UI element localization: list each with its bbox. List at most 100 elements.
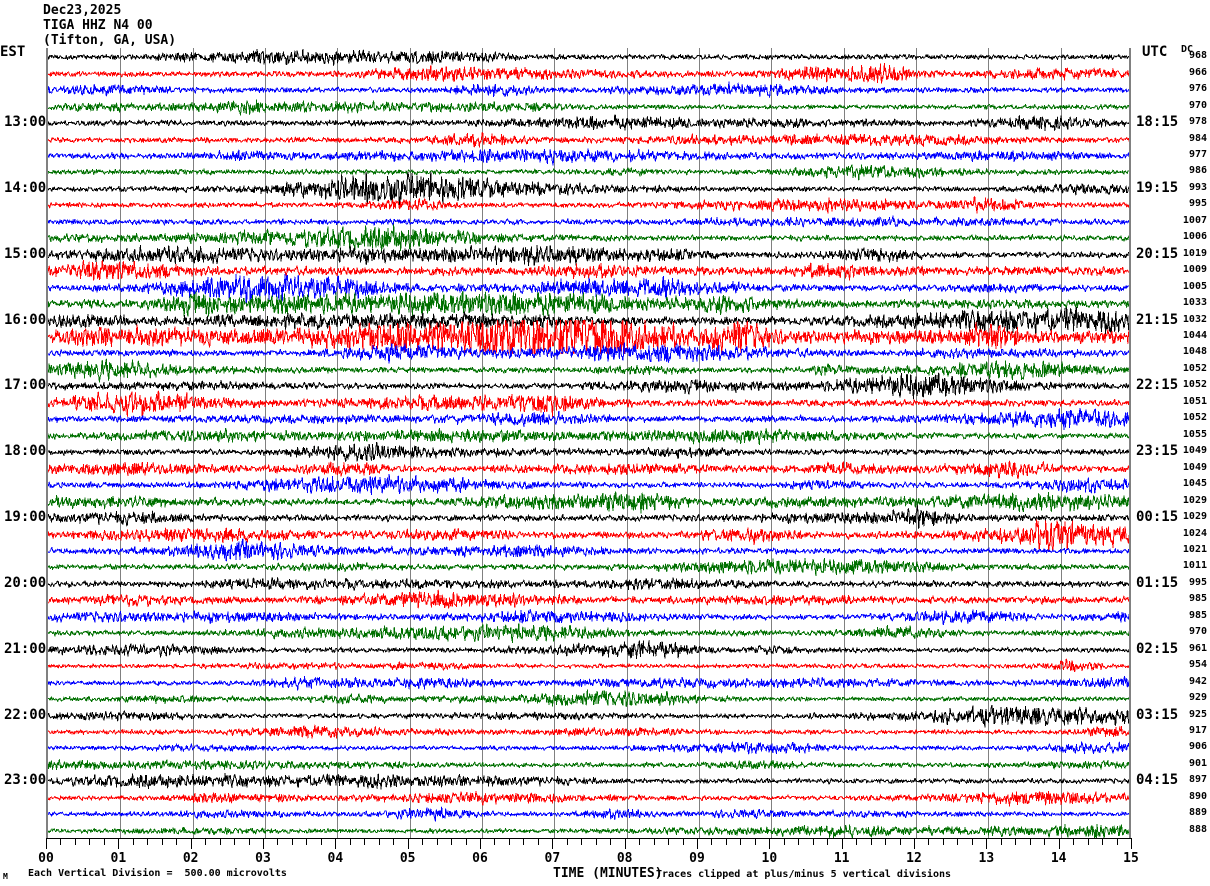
x-minor-tick <box>1015 838 1017 845</box>
dc-value: 1019 <box>1182 247 1207 259</box>
dc-value: 917 <box>1188 725 1207 737</box>
x-minor-tick <box>234 838 236 845</box>
trace-row <box>48 347 1129 393</box>
gridline-minute-5 <box>409 48 411 838</box>
x-tick-label: 14 <box>1050 851 1067 866</box>
gridline-minute-2 <box>192 48 194 838</box>
x-minor-tick <box>885 838 887 845</box>
dc-value: 1032 <box>1182 313 1207 325</box>
dc-value: 1052 <box>1182 412 1207 424</box>
dc-value: 1049 <box>1182 445 1207 457</box>
x-minor-tick <box>1116 838 1118 845</box>
dc-value: 1009 <box>1182 264 1207 276</box>
right-time-label: 19:15 <box>1136 179 1179 196</box>
x-minor-tick <box>827 838 829 845</box>
left-time-label: 23:00 <box>4 772 47 789</box>
x-minor-tick <box>465 838 467 845</box>
dc-value: 986 <box>1188 165 1207 177</box>
x-minor-tick <box>103 838 105 845</box>
trace-row <box>48 808 1129 838</box>
x-minor-tick <box>812 838 814 845</box>
trace-row <box>48 117 1129 163</box>
dc-value: 906 <box>1188 741 1207 753</box>
x-major-tick <box>263 838 264 849</box>
dc-value: 1011 <box>1182 560 1207 572</box>
x-tick-label: 08 <box>616 851 633 866</box>
trace-row <box>48 725 1129 771</box>
trace-row <box>48 643 1129 689</box>
dc-value: 954 <box>1188 659 1207 671</box>
dc-value: 1033 <box>1182 297 1207 309</box>
x-minor-tick <box>1044 838 1046 845</box>
dc-value: 995 <box>1188 576 1207 588</box>
dc-value: 966 <box>1188 66 1207 78</box>
gridline-minute-12 <box>916 48 917 838</box>
left-time-label: 22:00 <box>4 706 47 723</box>
x-minor-tick <box>205 838 207 845</box>
x-minor-tick <box>740 838 742 845</box>
gridline-minute-3 <box>265 48 266 838</box>
trace-row <box>48 775 1129 821</box>
left-timezone-label: EST <box>0 44 26 60</box>
x-minor-tick <box>523 838 525 845</box>
right-time-label: 01:15 <box>1136 574 1179 591</box>
trace-row <box>48 676 1129 722</box>
gridline-minute-9 <box>699 48 700 838</box>
right-time-label: 18:15 <box>1136 114 1179 131</box>
gridlines <box>48 48 1129 838</box>
trace-row <box>48 742 1129 788</box>
dc-value: 995 <box>1188 198 1207 210</box>
trace-row <box>48 100 1129 146</box>
right-timezone-label: UTC <box>1142 44 1168 60</box>
x-minor-tick <box>291 838 293 845</box>
left-time-label: 21:00 <box>4 640 47 657</box>
gridline-minute-10 <box>771 48 773 838</box>
dc-value: 942 <box>1188 675 1207 687</box>
gridline-minute-7 <box>554 48 556 838</box>
header-location: (Tifton, GA, USA) <box>43 33 177 48</box>
x-major-tick <box>986 838 988 849</box>
trace-row <box>48 462 1129 508</box>
trace-row <box>48 330 1129 376</box>
trace-row <box>48 232 1129 278</box>
trace-row <box>48 133 1129 179</box>
header-station: TIGA HHZ N4 00 <box>43 18 153 33</box>
clip-note: Traces clipped at plus/minus 5 vertical … <box>656 869 952 880</box>
x-axis-title: TIME (MINUTES) <box>553 866 663 881</box>
dc-value: 978 <box>1188 116 1207 128</box>
right-time-label: 21:15 <box>1136 311 1179 328</box>
left-time-label: 17:00 <box>4 377 47 394</box>
x-tick-label: 04 <box>327 851 344 866</box>
trace-row <box>48 577 1129 623</box>
x-major-tick <box>407 838 409 849</box>
dc-value: 1044 <box>1182 330 1207 342</box>
x-minor-tick <box>1102 838 1104 845</box>
right-time-label: 02:15 <box>1136 640 1179 657</box>
dc-value: 890 <box>1188 790 1207 802</box>
x-tick-label: 15 <box>1123 851 1139 866</box>
trace-row <box>48 709 1129 755</box>
right-time-label: 20:15 <box>1136 245 1179 262</box>
dc-value: 1051 <box>1182 395 1207 407</box>
trace-row <box>48 363 1129 409</box>
x-minor-tick <box>277 838 279 845</box>
x-tick-label: 07 <box>544 851 561 866</box>
trace-row <box>48 199 1129 245</box>
dc-value: 961 <box>1188 642 1207 654</box>
dc-value: 1007 <box>1182 214 1207 226</box>
x-minor-tick <box>725 838 727 845</box>
x-minor-tick <box>422 838 424 845</box>
gridline-minute-4 <box>337 48 339 838</box>
x-major-tick <box>190 838 192 849</box>
x-tick-label: 11 <box>833 851 850 866</box>
helicorder-plot[interactable] <box>46 48 1131 838</box>
x-minor-tick <box>595 838 597 845</box>
trace-row <box>48 314 1129 360</box>
x-major-tick <box>769 838 771 849</box>
x-minor-tick <box>711 838 713 845</box>
x-axis-line <box>46 838 1131 839</box>
x-tick-label: 06 <box>472 851 488 866</box>
x-minor-tick <box>754 838 756 845</box>
gridline-minute-11 <box>843 48 845 838</box>
x-minor-tick <box>436 838 438 845</box>
